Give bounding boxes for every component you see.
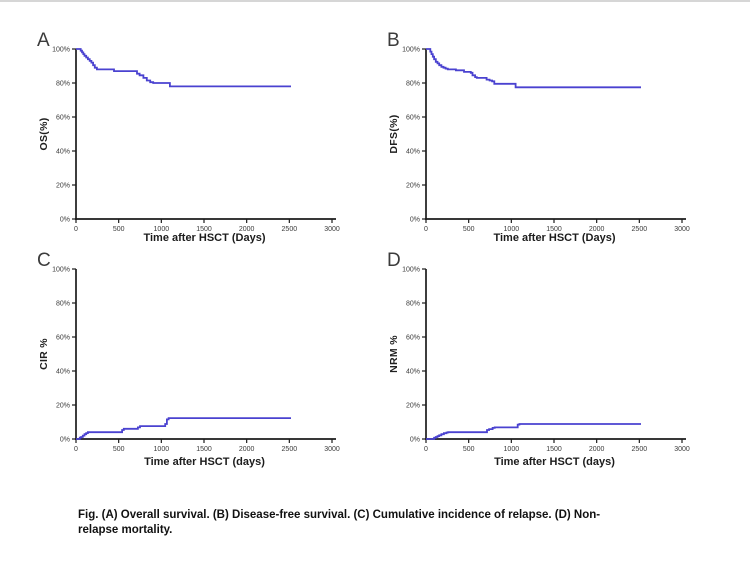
x-tick-label: 2500 (282, 446, 298, 453)
y-tick-label: 60% (406, 115, 420, 122)
cir-incidence-chart: 0 500 1000 1500 2000 2500 3000 0% 20% 40% 60% 80% 10… (52, 267, 340, 454)
x-tick-label: 1500 (546, 446, 562, 453)
y-tick-label: 80% (56, 81, 70, 88)
panel-letter-c: C (37, 250, 51, 271)
y-tick-label: 20% (56, 183, 70, 190)
panel-nrm: 0 500 1000 1500 2000 2500 3000 0% 20% 40% 60% 80% 10… (380, 248, 715, 470)
cir-y-axis-label: CIR % (38, 338, 50, 370)
panel-dfs: 0 500 1000 1500 2000 2500 3000 0% 20% 40% 60% 80% 10… (380, 28, 715, 250)
x-tick-label: 2500 (632, 226, 648, 233)
x-tick-label: 2000 (589, 446, 605, 453)
dfs-x-axis-label: Time after HSCT (Days) (493, 232, 616, 244)
x-tick-label: 0 (74, 446, 78, 453)
x-tick-label: 500 (113, 226, 125, 233)
figure-caption: Fig. (A) Overall survival. (B) Disease-f… (78, 508, 690, 538)
panel-letter-a: A (37, 30, 50, 51)
y-tick-label: 60% (406, 335, 420, 342)
x-tick-label: 1500 (196, 226, 212, 233)
nrm-y-axis-label: NRM % (388, 335, 400, 373)
panel-letter-b: B (387, 30, 400, 51)
cir-x-axis-label: Time after HSCT (days) (144, 456, 265, 468)
x-tick-label: 2000 (239, 226, 255, 233)
survival-step-curve (426, 423, 641, 440)
x-tick-label: 2500 (282, 226, 298, 233)
survival-step-curve (76, 48, 291, 88)
os-x-axis-label: Time after HSCT (Days) (143, 232, 266, 244)
x-tick-label: 1000 (154, 226, 170, 233)
survival-step-curve (76, 417, 291, 440)
x-tick-label: 500 (463, 446, 475, 453)
x-tick-label: 2500 (632, 446, 648, 453)
nrm-x-axis-label: Time after HSCT (days) (494, 456, 615, 468)
y-tick-label: 60% (56, 115, 70, 122)
y-tick-label: 100% (52, 47, 70, 54)
nrm-incidence-chart: 0 500 1000 1500 2000 2500 3000 0% 20% 40% 60% 80% 10… (402, 267, 690, 454)
y-tick-label: 80% (406, 301, 420, 308)
y-tick-label: 100% (402, 47, 420, 54)
x-tick-label: 3000 (324, 226, 340, 233)
x-tick-label: 1500 (196, 446, 212, 453)
figure-caption-line-2: relapse mortality. (78, 524, 173, 536)
x-tick-label: 3000 (674, 226, 690, 233)
panel-letter-d: D (387, 250, 401, 271)
x-tick-label: 3000 (674, 446, 690, 453)
os-y-axis-label: OS(%) (38, 117, 50, 151)
y-tick-label: 80% (56, 301, 70, 308)
y-tick-label: 0% (410, 217, 420, 224)
y-tick-label: 20% (56, 403, 70, 410)
panel-os: 0 500 1000 1500 2000 2500 3000 0% 20% 40% 60% 80% 10… (30, 28, 365, 250)
x-tick-label: 0 (74, 226, 78, 233)
x-tick-label: 1500 (546, 226, 562, 233)
dfs-y-axis-label: DFS(%) (388, 114, 400, 154)
y-tick-label: 80% (406, 81, 420, 88)
os-survival-chart: 0 500 1000 1500 2000 2500 3000 0% 20% 40% 60% 80% 10… (52, 47, 340, 234)
x-tick-label: 0 (424, 446, 428, 453)
x-tick-label: 1000 (504, 226, 520, 233)
dfs-survival-chart: 0 500 1000 1500 2000 2500 3000 0% 20% 40% 60% 80% 10… (402, 47, 690, 234)
y-tick-label: 20% (406, 183, 420, 190)
y-tick-label: 20% (406, 403, 420, 410)
x-tick-label: 2000 (239, 446, 255, 453)
y-tick-label: 0% (410, 437, 420, 444)
survival-step-curve (426, 48, 641, 89)
x-tick-label: 2000 (589, 226, 605, 233)
y-tick-label: 40% (406, 369, 420, 376)
y-tick-label: 0% (60, 437, 70, 444)
x-tick-label: 500 (463, 226, 475, 233)
x-tick-label: 3000 (324, 446, 340, 453)
screenshot-top-edge (0, 0, 750, 2)
y-tick-label: 100% (402, 267, 420, 274)
figure-caption-line-1: Fig. (A) Overall survival. (B) Disease-f… (78, 509, 601, 521)
y-tick-label: 0% (60, 217, 70, 224)
y-tick-label: 40% (406, 149, 420, 156)
x-tick-label: 500 (113, 446, 125, 453)
x-tick-label: 1000 (154, 446, 170, 453)
x-tick-label: 1000 (504, 446, 520, 453)
y-tick-label: 40% (56, 149, 70, 156)
x-tick-label: 0 (424, 226, 428, 233)
y-tick-label: 100% (52, 267, 70, 274)
panel-cir: 0 500 1000 1500 2000 2500 3000 0% 20% 40% 60% 80% 10… (30, 248, 365, 470)
y-tick-label: 60% (56, 335, 70, 342)
y-tick-label: 40% (56, 369, 70, 376)
